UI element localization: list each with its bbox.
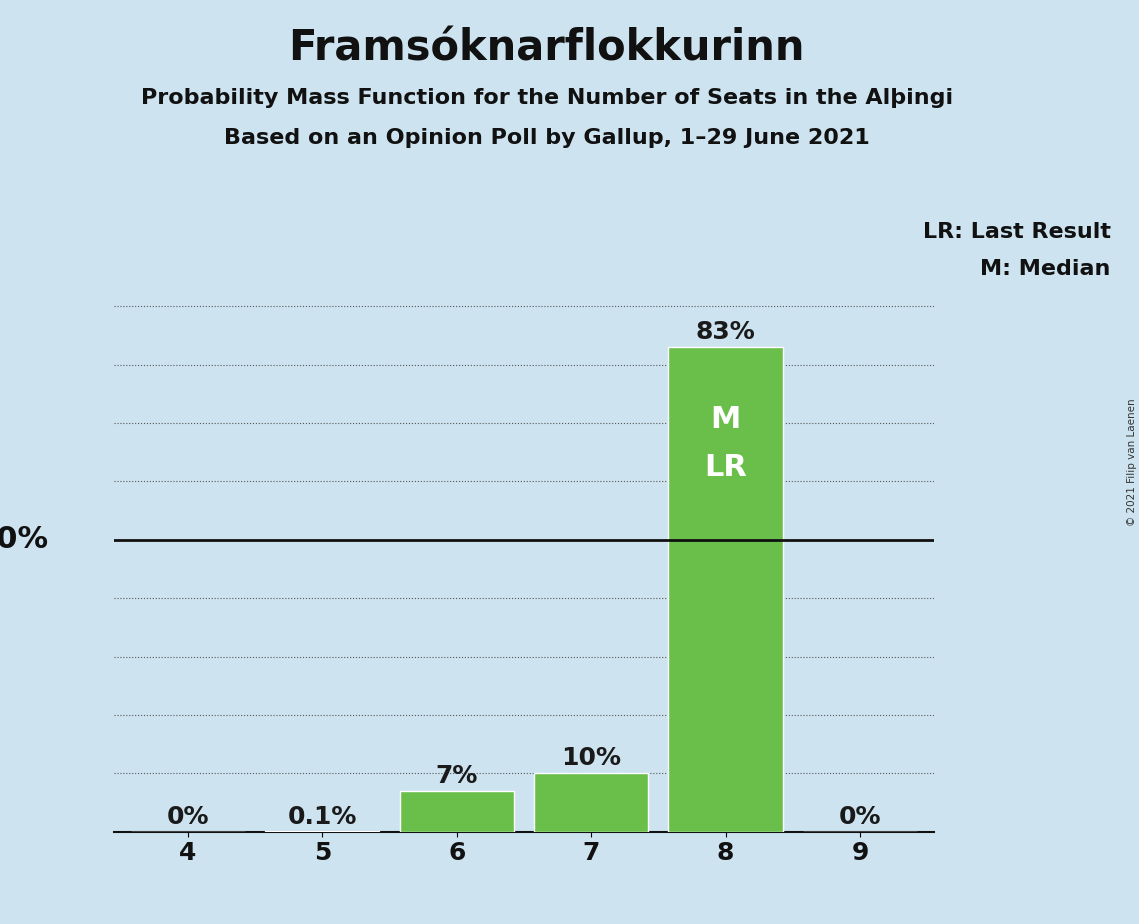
Text: M
LR: M LR xyxy=(704,406,747,481)
Text: 0%: 0% xyxy=(166,805,210,829)
Bar xyxy=(669,347,782,832)
Text: Probability Mass Function for the Number of Seats in the Alþingi: Probability Mass Function for the Number… xyxy=(140,88,953,108)
Text: 50%: 50% xyxy=(0,526,48,554)
Text: 7%: 7% xyxy=(435,764,478,788)
Text: Based on an Opinion Poll by Gallup, 1–29 June 2021: Based on an Opinion Poll by Gallup, 1–29… xyxy=(224,128,869,148)
Text: 0%: 0% xyxy=(838,805,882,829)
Text: 0.1%: 0.1% xyxy=(287,805,357,829)
Text: 83%: 83% xyxy=(696,321,755,345)
Text: 10%: 10% xyxy=(562,747,621,771)
Bar xyxy=(400,791,514,832)
Text: Framsóknarflokkurinn: Framsóknarflokkurinn xyxy=(288,28,805,69)
Text: LR: Last Result: LR: Last Result xyxy=(923,222,1111,242)
Text: M: Median: M: Median xyxy=(981,259,1111,279)
Bar xyxy=(534,773,648,832)
Text: © 2021 Filip van Laenen: © 2021 Filip van Laenen xyxy=(1126,398,1137,526)
